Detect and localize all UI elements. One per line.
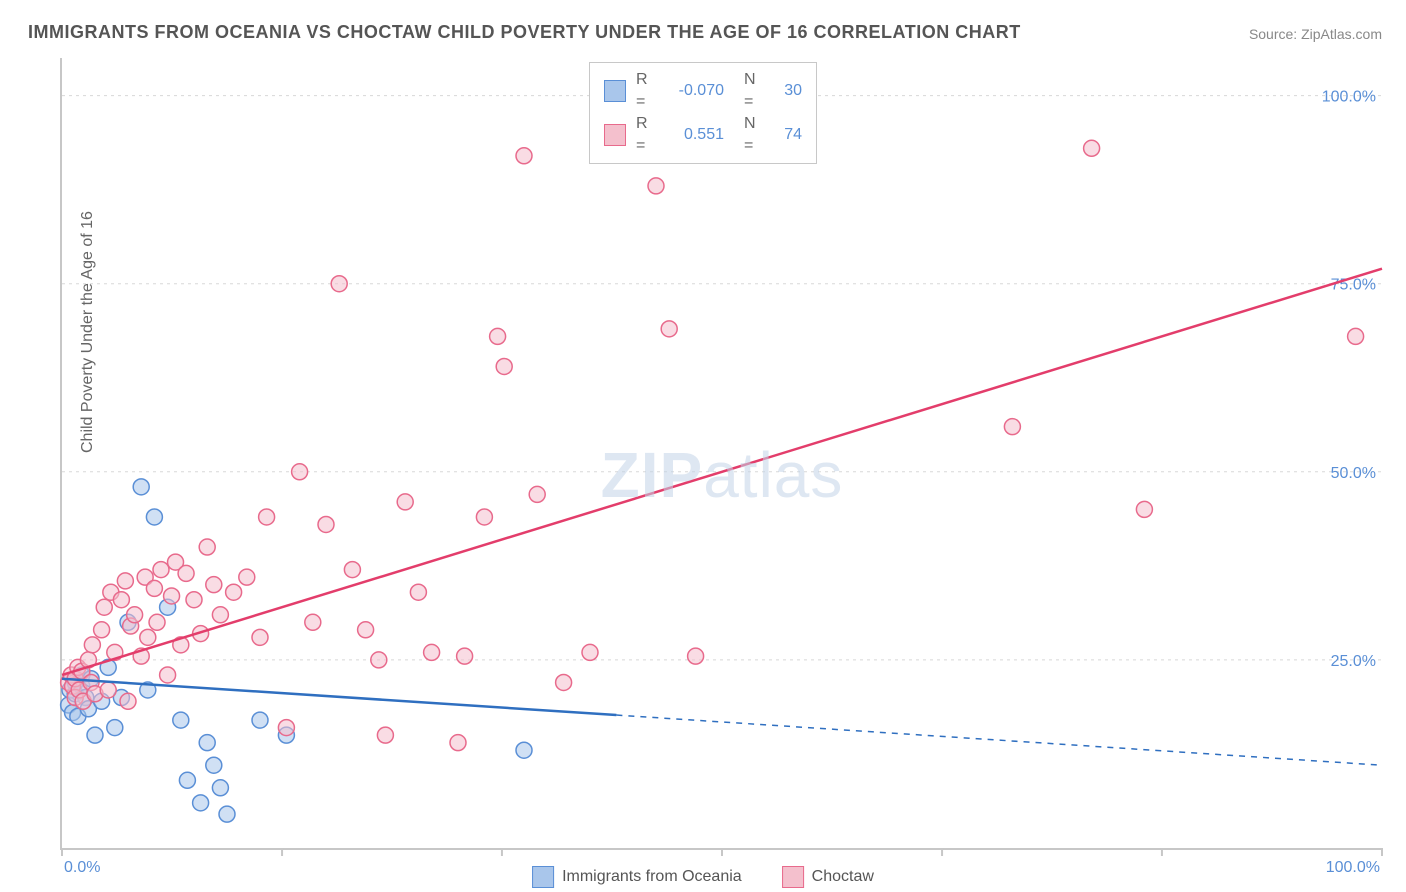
data-point [259,509,275,525]
data-point [179,772,195,788]
data-point [1348,328,1364,344]
legend-swatch [604,124,626,146]
svg-text:0.0%: 0.0% [64,859,100,876]
data-point [212,607,228,623]
legend-label: Immigrants from Oceania [562,868,742,886]
data-point [117,573,133,589]
data-point [496,358,512,374]
data-point [252,712,268,728]
data-point [226,584,242,600]
data-point [529,486,545,502]
data-point [331,276,347,292]
data-point [556,674,572,690]
data-point [397,494,413,510]
data-point [688,648,704,664]
data-point [212,780,228,796]
scatter-chart: 25.0%50.0%75.0%100.0%0.0%100.0% [62,58,1382,848]
data-point [305,614,321,630]
data-point [186,592,202,608]
legend-n-value: 74 [770,124,802,146]
data-point [199,735,215,751]
data-point [140,629,156,645]
data-point [1084,140,1100,156]
data-point [1004,419,1020,435]
legend-item: Choctaw [782,866,874,888]
svg-text:25.0%: 25.0% [1331,653,1376,670]
data-point [318,516,334,532]
data-point [206,577,222,593]
legend-item: Immigrants from Oceania [532,866,742,888]
data-point [661,321,677,337]
data-point [371,652,387,668]
data-point [120,693,136,709]
data-point [450,735,466,751]
legend-row: R = -0.070 N = 30 [604,69,802,113]
legend-r-label: R = [636,69,652,113]
data-point [1136,501,1152,517]
trend-line-dashed [616,715,1382,765]
legend-r-value: 0.551 [662,124,724,146]
data-point [252,629,268,645]
legend-swatch [782,866,804,888]
data-point [476,509,492,525]
data-point [344,562,360,578]
data-point [199,539,215,555]
data-point [94,622,110,638]
legend-r-value: -0.070 [662,80,724,102]
data-point [107,720,123,736]
data-point [206,757,222,773]
data-point [146,580,162,596]
data-point [516,148,532,164]
data-point [113,592,129,608]
data-point [377,727,393,743]
data-point [173,712,189,728]
data-point [87,727,103,743]
data-point [160,667,176,683]
chart-title: IMMIGRANTS FROM OCEANIA VS CHOCTAW CHILD… [28,22,1021,43]
svg-text:100.0%: 100.0% [1326,859,1380,876]
data-point [219,806,235,822]
data-point [146,509,162,525]
svg-text:100.0%: 100.0% [1322,89,1376,106]
data-point [96,599,112,615]
legend-n-value: 30 [770,80,802,102]
data-point [457,648,473,664]
data-point [100,682,116,698]
data-point [358,622,374,638]
plot-area: Child Poverty Under the Age of 16 25.0%5… [60,58,1382,850]
legend-label: Choctaw [812,868,874,886]
data-point [84,637,100,653]
legend-row: R = 0.551 N = 74 [604,113,802,157]
data-point [582,644,598,660]
data-point [410,584,426,600]
data-point [648,178,664,194]
legend-n-label: N = [744,69,760,113]
data-point [133,479,149,495]
data-point [127,607,143,623]
source-attribution: Source: ZipAtlas.com [1249,26,1382,42]
data-point [153,562,169,578]
svg-text:50.0%: 50.0% [1331,465,1376,482]
data-point [164,588,180,604]
legend-n-label: N = [744,113,760,157]
svg-text:75.0%: 75.0% [1331,277,1376,294]
data-point [239,569,255,585]
legend-swatch [532,866,554,888]
data-point [292,464,308,480]
data-point [149,614,165,630]
legend-swatch [604,80,626,102]
data-point [424,644,440,660]
correlation-legend: R = -0.070 N = 30 R = 0.551 N = 74 [589,62,817,164]
data-point [278,720,294,736]
data-point [178,565,194,581]
data-point [193,795,209,811]
data-point [490,328,506,344]
data-point [516,742,532,758]
series-legend: Immigrants from Oceania Choctaw [532,866,874,888]
legend-r-label: R = [636,113,652,157]
